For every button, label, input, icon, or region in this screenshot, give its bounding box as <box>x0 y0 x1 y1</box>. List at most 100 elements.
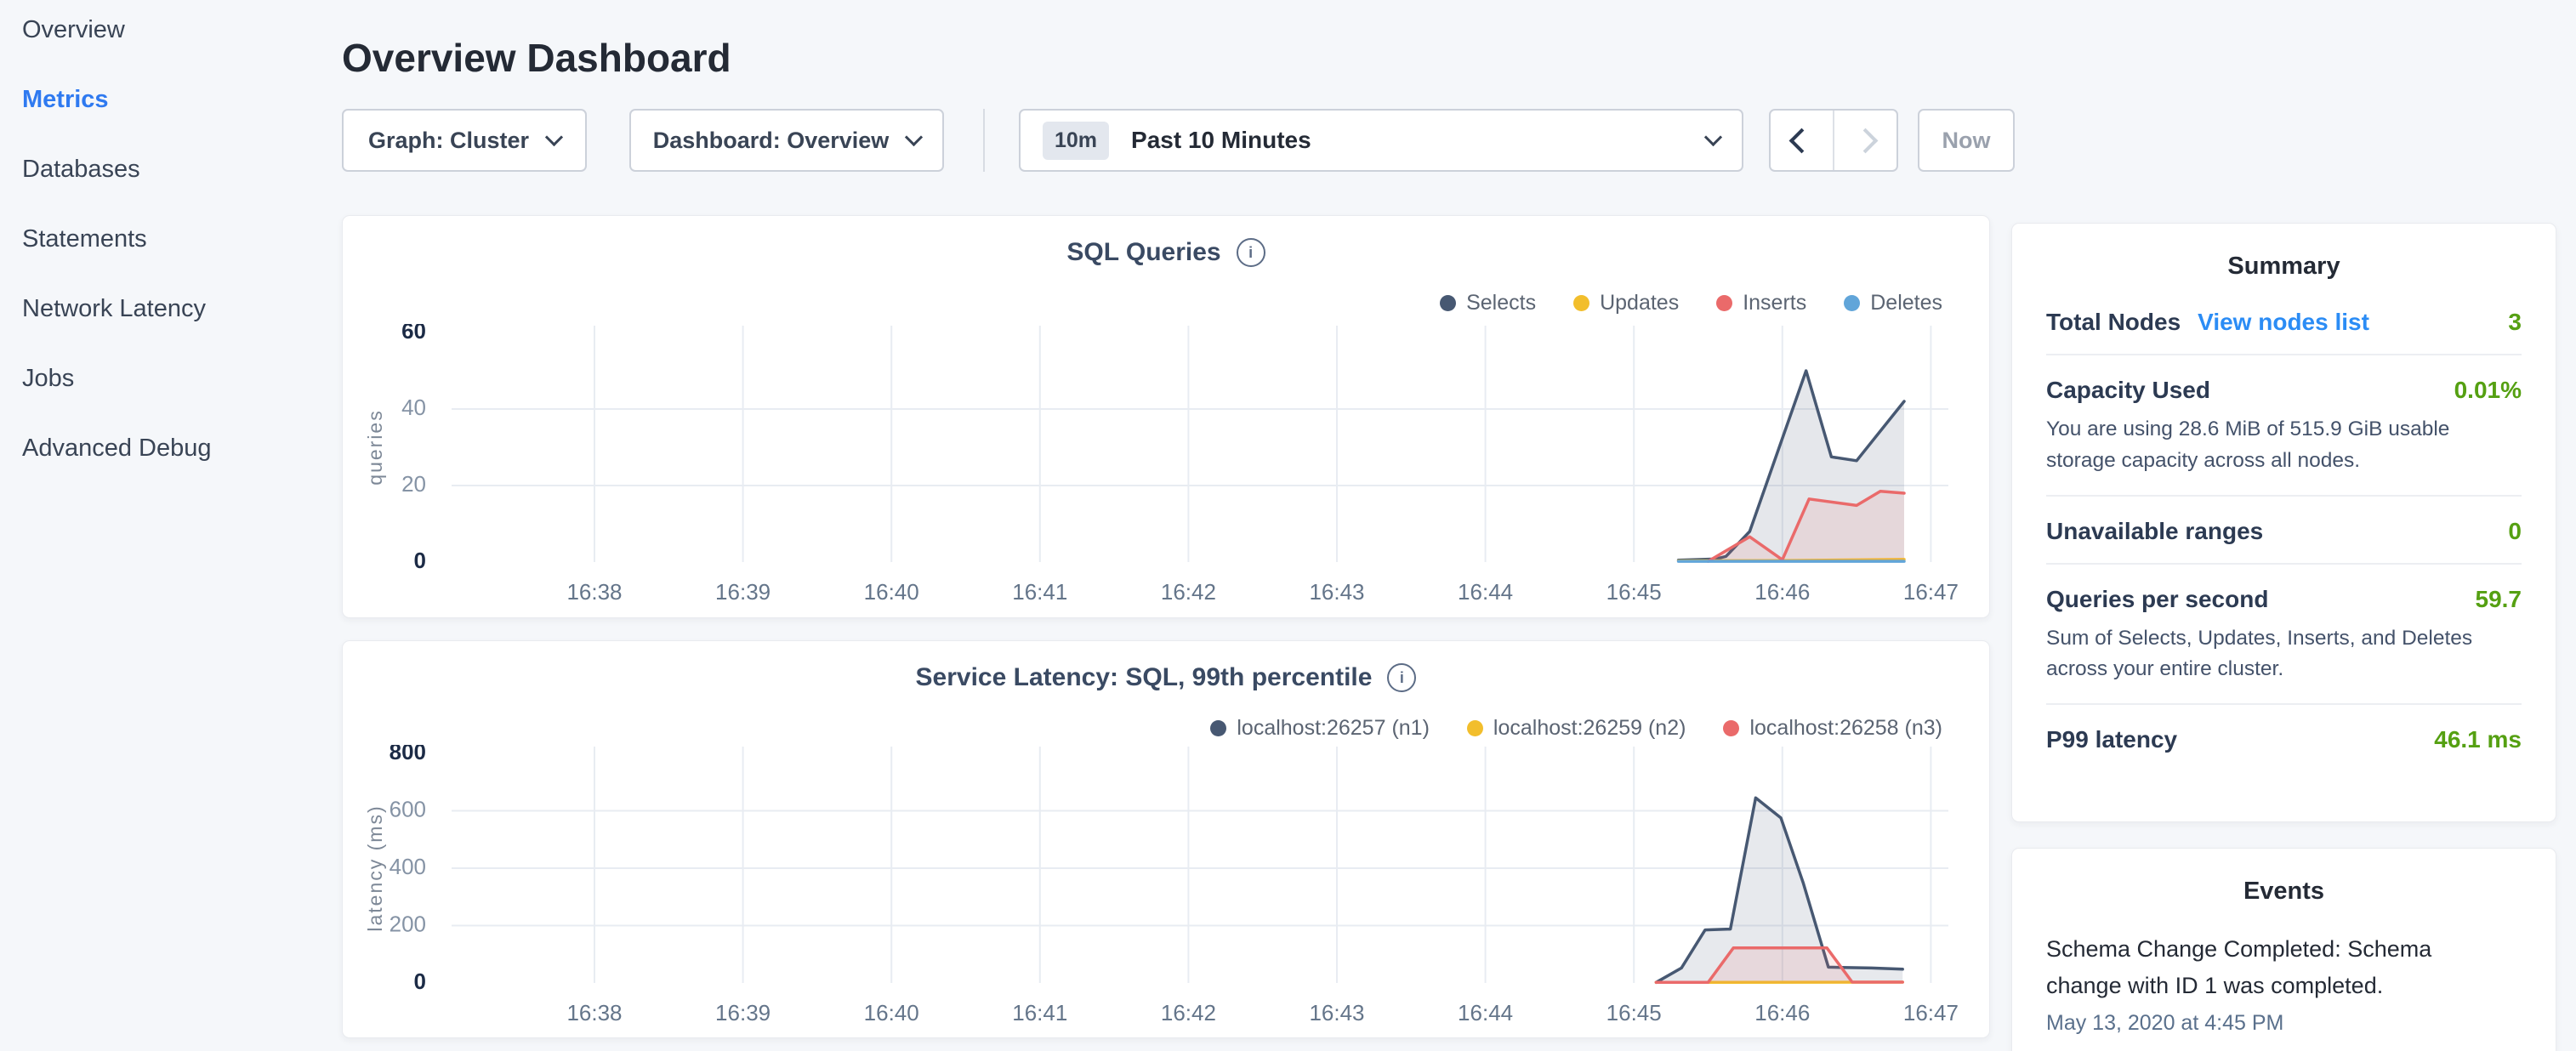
legend-dot-icon <box>1723 720 1740 736</box>
sidebar-item-network-latency[interactable]: Network Latency <box>22 294 206 322</box>
time-range-selector[interactable]: 10m Past 10 Minutes <box>1019 109 1743 172</box>
legend-item-updates[interactable]: Updates <box>1573 291 1679 315</box>
sidebar: Overview Metrics Databases Statements Ne… <box>0 0 323 1051</box>
chart-title: SQL Queries <box>1066 238 1221 266</box>
svg-text:16:47: 16:47 <box>1903 1000 1959 1025</box>
time-range-badge: 10m <box>1043 121 1110 160</box>
total-nodes-value: 3 <box>2508 309 2522 335</box>
time-pager <box>1769 109 1898 172</box>
events-panel: Events Schema Change Completed: Schema c… <box>2011 848 2556 1051</box>
legend-label: localhost:26259 (n2) <box>1493 716 1686 740</box>
legend-item-n1[interactable]: localhost:26257 (n1) <box>1210 716 1430 741</box>
chevron-left-icon <box>1788 128 1815 153</box>
svg-text:0: 0 <box>414 548 426 573</box>
svg-text:16:40: 16:40 <box>864 1000 919 1025</box>
legend-dot-icon <box>1466 720 1483 736</box>
svg-text:16:43: 16:43 <box>1309 579 1364 605</box>
chevron-down-icon <box>1703 128 1723 146</box>
svg-text:16:38: 16:38 <box>566 1000 622 1025</box>
svg-text:16:39: 16:39 <box>715 579 771 605</box>
summary-row-qps: Queries per second 59.7 Sum of Selects, … <box>2046 565 2522 705</box>
svg-text:400: 400 <box>390 854 426 879</box>
sql-queries-title-row: SQL Queries i <box>343 238 1989 267</box>
qps-description: Sum of Selects, Updates, Inserts, and De… <box>2046 626 2473 681</box>
legend-label: localhost:26258 (n3) <box>1749 716 1942 740</box>
sidebar-item-overview[interactable]: Overview <box>22 15 125 43</box>
total-nodes-label: Total Nodes <box>2046 309 2181 335</box>
time-range-label: Past 10 Minutes <box>1131 127 1311 153</box>
graph-scope-label: Graph: Cluster <box>367 127 530 153</box>
svg-text:16:45: 16:45 <box>1606 579 1662 605</box>
sidebar-item-statements[interactable]: Statements <box>22 224 147 253</box>
svg-text:16:43: 16:43 <box>1309 1000 1364 1025</box>
unavailable-ranges-value: 0 <box>2508 517 2522 544</box>
dashboard-label: Dashboard: Overview <box>652 127 890 153</box>
legend-label: localhost:26257 (n1) <box>1237 716 1430 740</box>
service-latency-card: Service Latency: SQL, 99th percentile i … <box>342 640 1990 1038</box>
p99-latency-label: P99 latency <box>2046 726 2178 753</box>
service-latency-legend: localhost:26257 (n1) localhost:26259 (n2… <box>1210 716 1942 741</box>
svg-text:16:39: 16:39 <box>715 1000 771 1025</box>
svg-text:16:46: 16:46 <box>1754 1000 1810 1025</box>
legend-item-n3[interactable]: localhost:26258 (n3) <box>1723 716 1942 741</box>
summary-row-unavailable-ranges: Unavailable ranges 0 <box>2046 497 2522 565</box>
service-latency-title-row: Service Latency: SQL, 99th percentile i <box>343 663 1989 692</box>
svg-text:800: 800 <box>390 745 426 764</box>
time-back-button[interactable] <box>1771 111 1833 170</box>
legend-dot-icon <box>1440 295 1457 311</box>
svg-text:16:38: 16:38 <box>566 579 622 605</box>
sql-queries-chart[interactable]: 16:38 16:39 16:40 16:41 16:42 16:43 16:44 16:45… <box>343 324 1991 605</box>
sql-queries-card: SQL Queries i Selects Updates Inserts De… <box>342 215 1990 618</box>
svg-text:200: 200 <box>390 911 426 936</box>
toolbar-divider <box>983 109 985 172</box>
svg-text:60: 60 <box>401 324 426 344</box>
sidebar-item-metrics[interactable]: Metrics <box>22 85 109 113</box>
svg-text:0: 0 <box>414 969 426 994</box>
dashboard-dropdown[interactable]: Dashboard: Overview <box>629 109 944 172</box>
legend-label: Inserts <box>1743 291 1807 315</box>
chevron-down-icon <box>544 128 564 146</box>
svg-text:16:41: 16:41 <box>1012 1000 1067 1025</box>
sidebar-item-jobs[interactable]: Jobs <box>22 364 75 392</box>
svg-text:16:46: 16:46 <box>1754 579 1810 605</box>
svg-text:600: 600 <box>390 796 426 821</box>
svg-text:20: 20 <box>401 471 426 497</box>
legend-label: Deletes <box>1870 291 1942 315</box>
legend-item-n2[interactable]: localhost:26259 (n2) <box>1466 716 1686 741</box>
svg-text:16:40: 16:40 <box>864 579 919 605</box>
capacity-used-description: You are using 28.6 MiB of 515.9 GiB usab… <box>2046 418 2450 472</box>
legend-item-inserts[interactable]: Inserts <box>1716 291 1806 315</box>
summary-panel: Summary Total Nodes View nodes list 3 Ca… <box>2011 223 2556 822</box>
svg-text:16:47: 16:47 <box>1903 579 1959 605</box>
summary-row-p99: P99 latency 46.1 ms <box>2046 705 2522 771</box>
sidebar-item-advanced-debug[interactable]: Advanced Debug <box>22 434 212 462</box>
event-item: Schema Change Completed: Schema change w… <box>2046 931 2522 1036</box>
info-icon[interactable]: i <box>1387 663 1417 692</box>
view-nodes-list-link[interactable]: View nodes list <box>2198 309 2369 335</box>
event-timestamp: May 13, 2020 at 4:45 PM <box>2046 1011 2284 1036</box>
unavailable-ranges-label: Unavailable ranges <box>2046 517 2264 544</box>
legend-label: Updates <box>1600 291 1680 315</box>
time-forward-button[interactable] <box>1833 111 1896 170</box>
legend-item-deletes[interactable]: Deletes <box>1844 291 1942 315</box>
svg-text:16:42: 16:42 <box>1161 579 1216 605</box>
legend-dot-icon <box>1573 295 1590 311</box>
svg-text:16:42: 16:42 <box>1161 1000 1216 1025</box>
info-icon[interactable]: i <box>1236 238 1265 267</box>
sidebar-item-databases[interactable]: Databases <box>22 155 140 183</box>
svg-text:queries: queries <box>364 409 386 485</box>
legend-item-selects[interactable]: Selects <box>1440 291 1536 315</box>
qps-value: 59.7 <box>2475 585 2522 612</box>
service-latency-chart[interactable]: 16:38 16:39 16:40 16:41 16:42 16:43 16:44 16:45… <box>343 745 1991 1025</box>
capacity-used-label: Capacity Used <box>2046 377 2210 403</box>
legend-dot-icon <box>1716 295 1733 311</box>
svg-text:16:45: 16:45 <box>1606 1000 1662 1025</box>
now-button[interactable]: Now <box>1918 109 2015 172</box>
legend-label: Selects <box>1466 291 1537 315</box>
chart-title: Service Latency: SQL, 99th percentile <box>915 663 1373 691</box>
chevron-down-icon <box>905 128 924 146</box>
graph-scope-dropdown[interactable]: Graph: Cluster <box>342 109 587 172</box>
sql-queries-legend: Selects Updates Inserts Deletes <box>1440 291 1942 315</box>
chevron-right-icon <box>1852 128 1879 153</box>
